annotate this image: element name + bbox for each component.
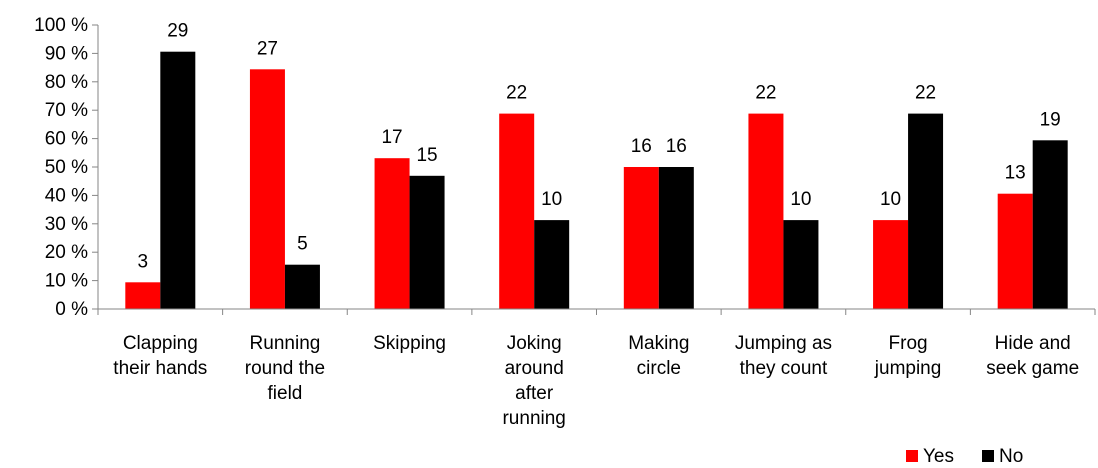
- data-label-yes-4: 16: [631, 136, 652, 157]
- bar-no-5: [783, 220, 819, 309]
- y-tick-label: 30 %: [45, 214, 88, 235]
- x-tick-label-line: after: [515, 383, 554, 404]
- data-label-no-1: 5: [297, 234, 308, 255]
- y-tick-label: 60 %: [45, 129, 88, 150]
- bar-no-3: [534, 220, 570, 309]
- x-tick-label: Making circle: [628, 333, 689, 379]
- x-tick-label: Clapping their hands: [113, 333, 207, 379]
- data-label-no-7: 19: [1040, 109, 1061, 130]
- x-tick-label-line: their hands: [113, 358, 207, 379]
- x-tick-label-line: around: [505, 358, 564, 379]
- y-tick-label: 40 %: [45, 185, 88, 206]
- x-tick-label: Frog jumping: [874, 333, 942, 379]
- x-tick-label-line: round the: [245, 358, 325, 379]
- data-label-no-5: 10: [790, 189, 811, 210]
- data-label-yes-1: 27: [257, 38, 278, 59]
- x-tick-label-line: circle: [637, 358, 681, 379]
- y-axis: 0 % 10 % 20 % 30 % 40 % 50 % 60 % 70 % 80 % 90 % 1…: [34, 15, 99, 320]
- legend-swatch-no: [982, 450, 994, 462]
- x-tick-label-line: field: [268, 383, 303, 404]
- y-tick-label: 70 %: [45, 100, 88, 121]
- data-label-yes-6: 10: [880, 189, 901, 210]
- x-tick-label-line: Frog: [889, 333, 928, 354]
- data-label-no-4: 16: [666, 136, 687, 157]
- legend: Yes No: [906, 446, 1023, 467]
- data-label-no-3: 10: [541, 189, 562, 210]
- bar-yes-0: [125, 282, 161, 309]
- x-tick-label-line: Joking: [507, 333, 562, 354]
- data-label-yes-5: 22: [755, 83, 776, 104]
- bar-no-4: [658, 167, 694, 309]
- data-label-no-2: 15: [416, 145, 437, 166]
- bar-yes-5: [748, 113, 784, 309]
- bar-yes-1: [249, 69, 285, 309]
- x-tick-label-line: Running: [250, 333, 321, 354]
- x-tick-label: Skipping: [373, 333, 446, 354]
- x-tick-label: Running round the field: [245, 333, 325, 404]
- y-tick-label: 50 %: [45, 157, 88, 178]
- x-tick-label-line: Making: [628, 333, 689, 354]
- y-tick-label: 10 %: [45, 271, 88, 292]
- legend-swatch-yes: [906, 450, 918, 462]
- y-tick-label: 80 %: [45, 72, 88, 93]
- bar-no-1: [284, 264, 320, 309]
- x-tick-label: Hide and seek game: [986, 333, 1079, 379]
- bar-yes-6: [873, 220, 909, 309]
- data-label-no-6: 22: [915, 83, 936, 104]
- bar-yes-4: [623, 167, 659, 309]
- bar-yes-7: [997, 193, 1033, 309]
- x-tick-label: Jumping as they count: [735, 333, 832, 379]
- y-tick-label: 100 %: [34, 15, 88, 36]
- x-tick-label-line: they count: [740, 358, 828, 379]
- data-label-yes-0: 3: [138, 251, 149, 272]
- y-tick-label: 0 %: [55, 299, 88, 320]
- bar-no-0: [160, 51, 196, 310]
- x-tick-label-line: Hide and: [995, 333, 1071, 354]
- x-tick-label-line: Jumping as: [735, 333, 832, 354]
- legend-label-no: No: [999, 446, 1023, 467]
- x-axis: Clapping their hands Running round the field…: [97, 308, 1096, 429]
- x-tick-label: Joking around after running: [502, 333, 565, 429]
- legend-label-yes: Yes: [923, 446, 954, 467]
- bar-no-7: [1032, 140, 1068, 309]
- x-tick-label-line: running: [502, 408, 565, 429]
- bars: [125, 51, 1068, 310]
- data-label-yes-3: 22: [506, 83, 527, 104]
- data-label-yes-2: 17: [381, 127, 402, 148]
- data-labels: 3 27 17 22 16 22 10 13 29 5 15 10 16 10 22 19: [138, 21, 1061, 273]
- y-tick-label: 90 %: [45, 43, 88, 64]
- x-tick-label-line: Clapping: [123, 333, 198, 354]
- bar-no-2: [409, 175, 445, 309]
- y-tick-label: 20 %: [45, 242, 88, 263]
- bar-yes-3: [499, 113, 535, 309]
- x-tick-label-line: seek game: [986, 358, 1079, 379]
- data-label-yes-7: 13: [1005, 163, 1026, 184]
- bar-no-6: [908, 113, 944, 309]
- bar-yes-2: [374, 158, 410, 309]
- x-tick-label-line: Skipping: [373, 333, 446, 354]
- data-label-no-0: 29: [167, 21, 188, 42]
- x-tick-label-line: jumping: [874, 358, 942, 379]
